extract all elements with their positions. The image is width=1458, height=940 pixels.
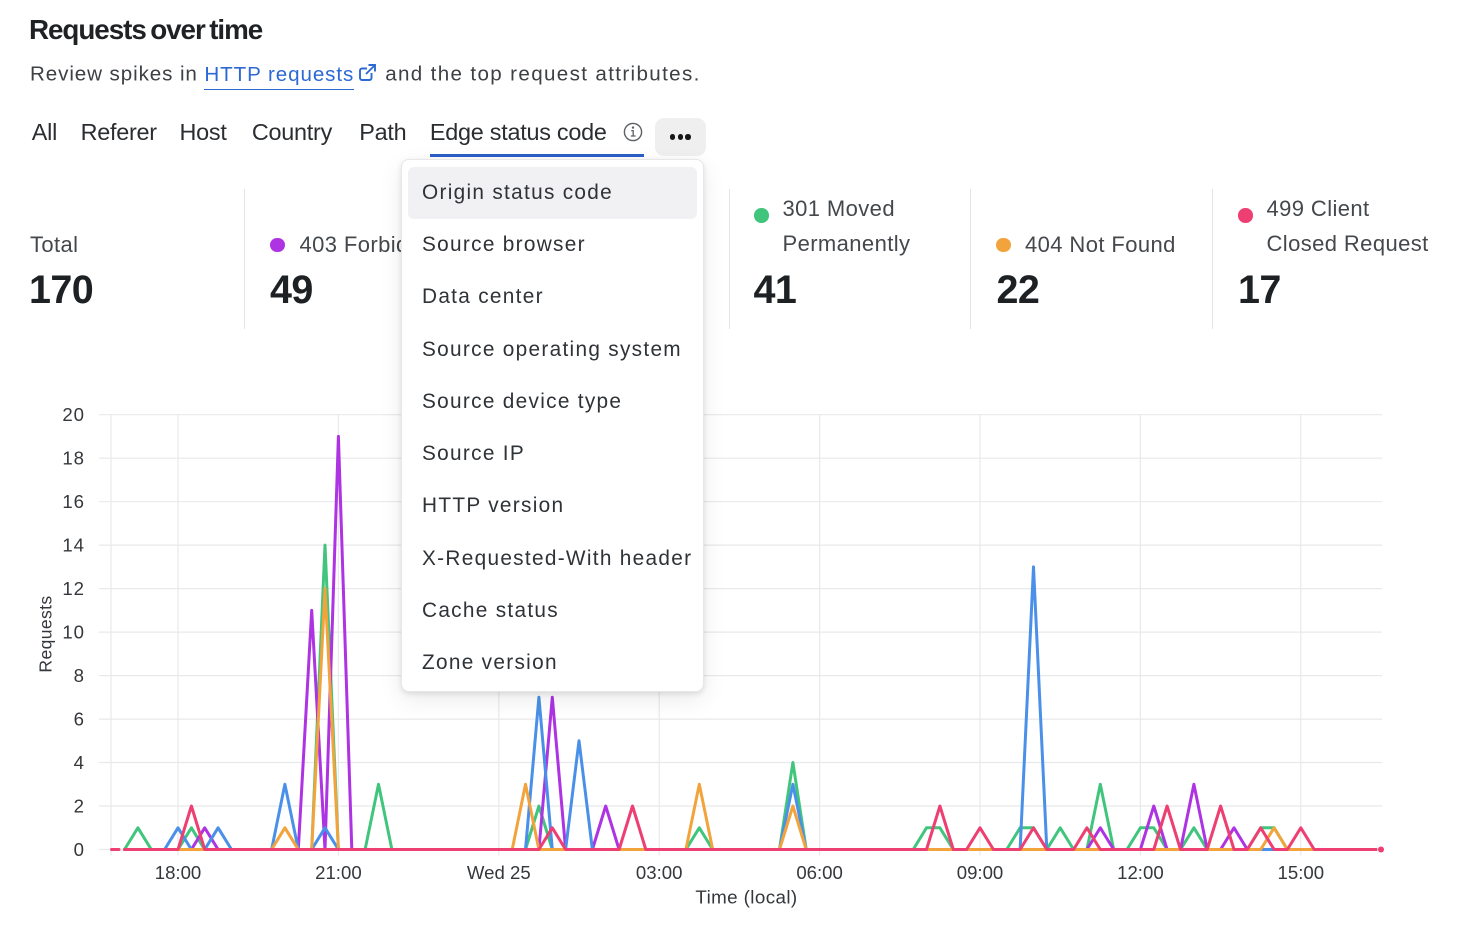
svg-text:0: 0 [74,839,85,860]
svg-text:20: 20 [62,404,85,425]
svg-text:15:00: 15:00 [1278,862,1325,883]
svg-text:03:00: 03:00 [636,862,683,883]
svg-text:2: 2 [74,795,85,816]
svg-text:18:00: 18:00 [155,862,202,883]
svg-text:10: 10 [62,621,85,642]
svg-text:21:00: 21:00 [315,862,362,883]
svg-text:18: 18 [62,448,85,469]
svg-text:06:00: 06:00 [796,862,843,883]
svg-text:12:00: 12:00 [1117,862,1164,883]
svg-text:8: 8 [74,665,85,686]
svg-text:Requests: Requests [36,595,56,672]
svg-text:14: 14 [62,534,85,555]
svg-text:Time (local): Time (local) [695,887,797,908]
svg-text:09:00: 09:00 [957,862,1004,883]
svg-text:4: 4 [74,752,85,773]
svg-text:6: 6 [74,708,85,729]
svg-text:12: 12 [62,578,85,599]
svg-text:16: 16 [62,491,85,512]
svg-text:Wed 25: Wed 25 [467,862,531,883]
